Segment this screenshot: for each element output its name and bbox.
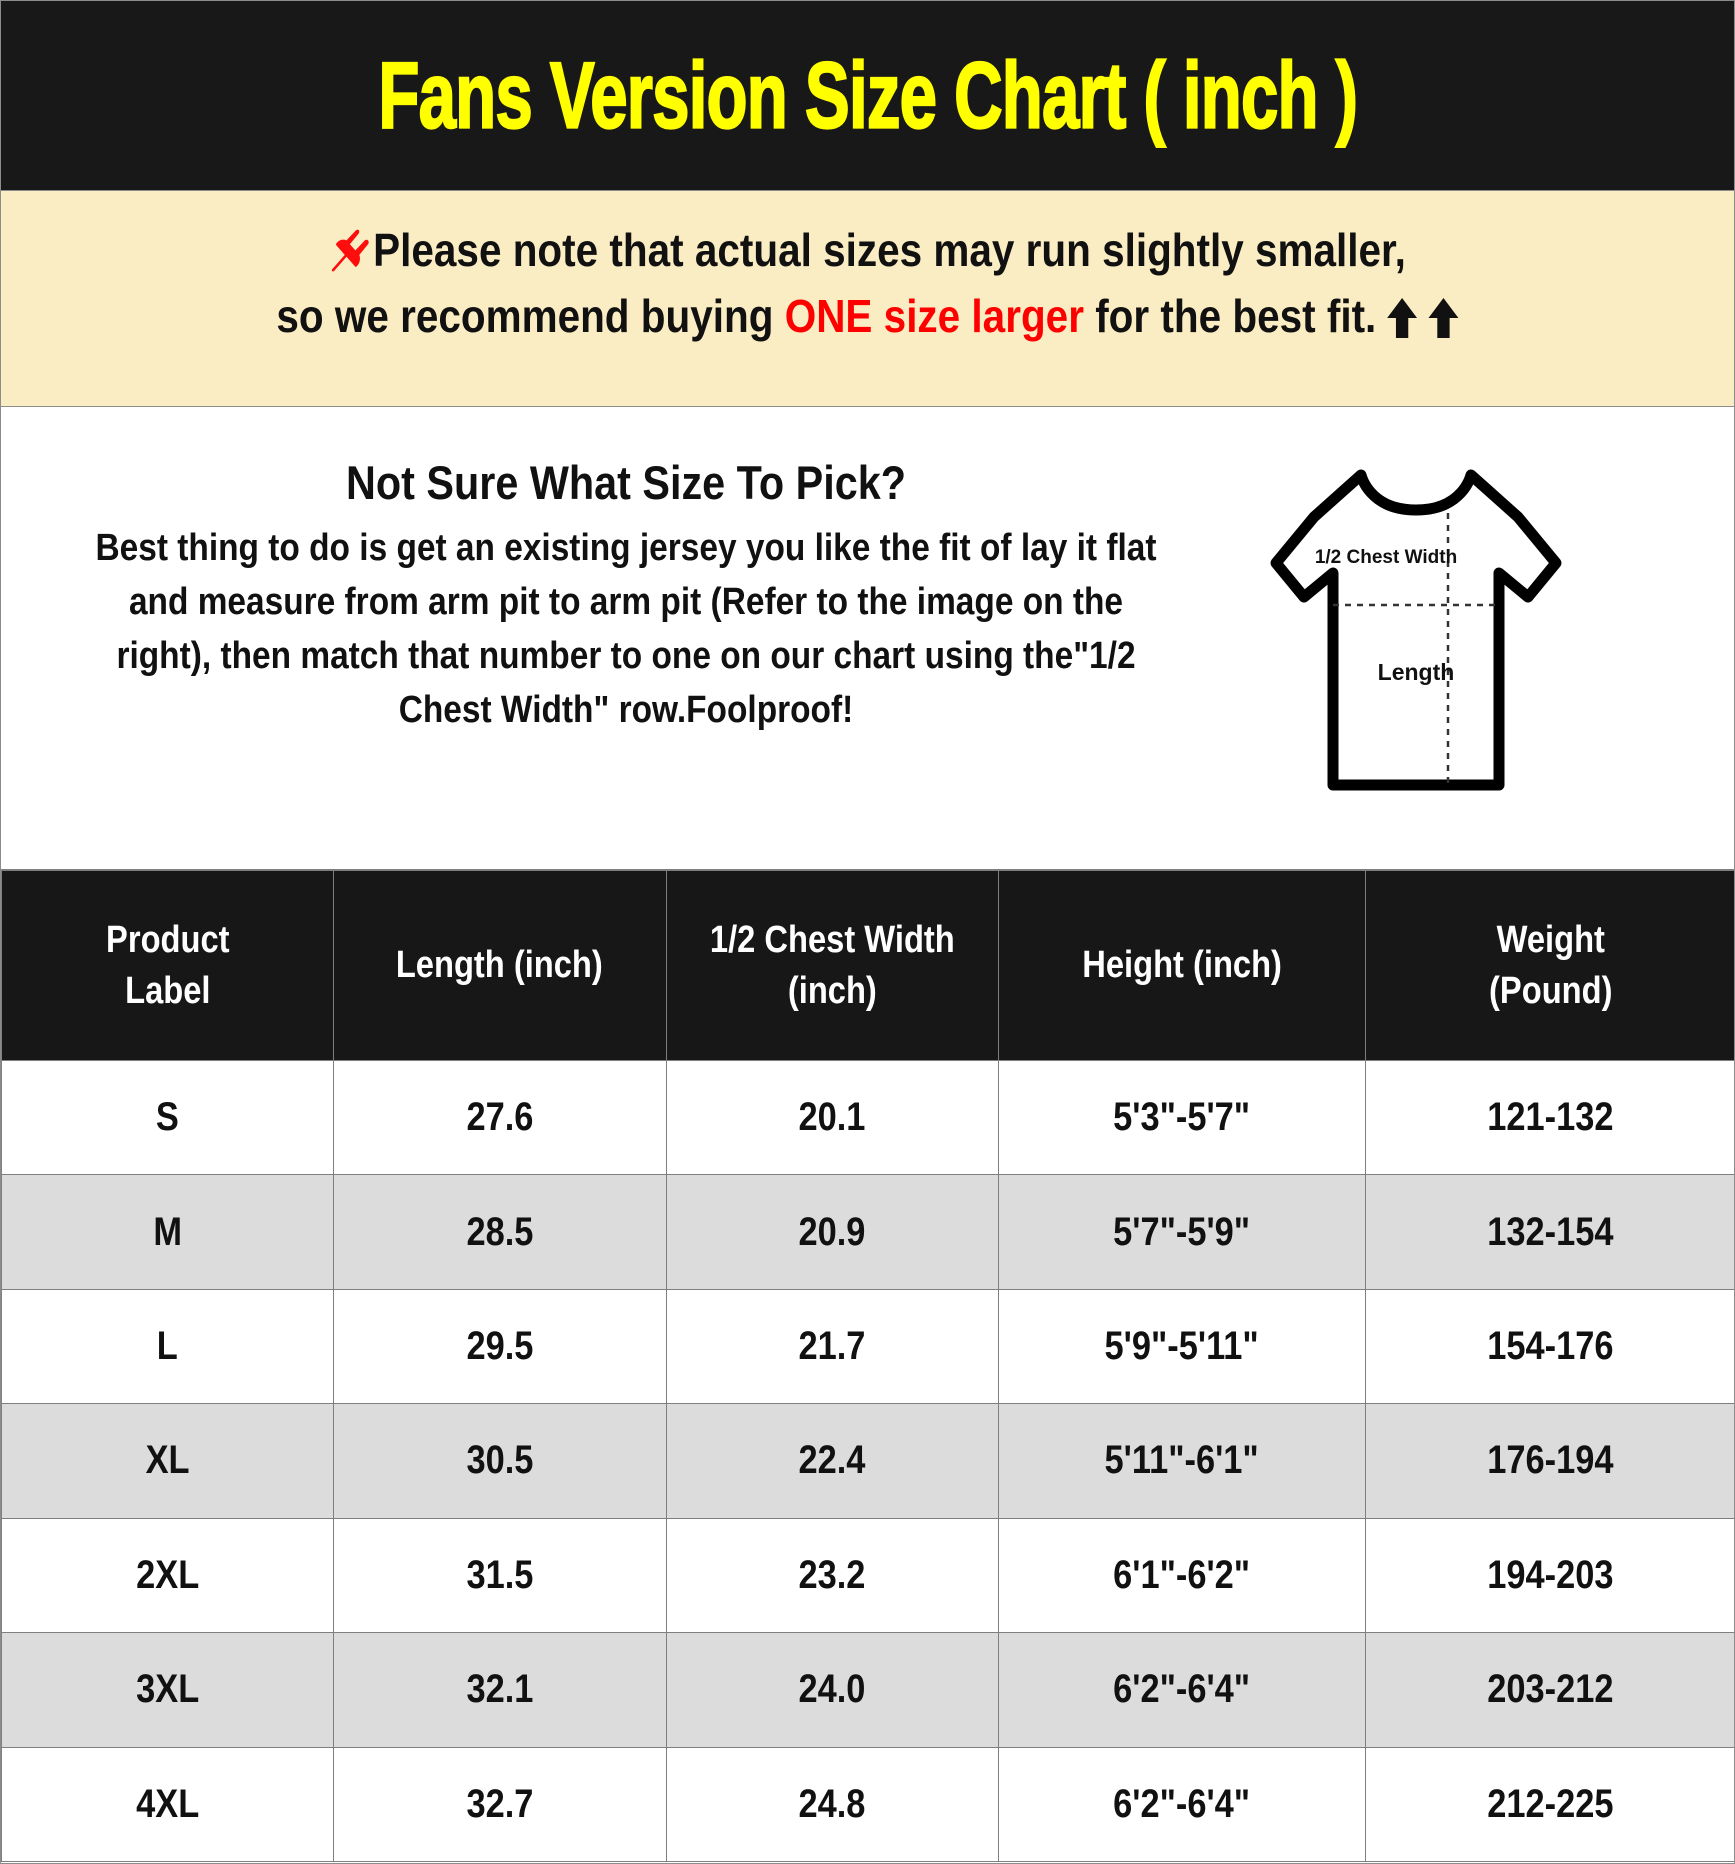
svg-text:1/2 Chest Width: 1/2 Chest Width (1315, 547, 1457, 568)
svg-text:Length: Length (1378, 659, 1455, 685)
